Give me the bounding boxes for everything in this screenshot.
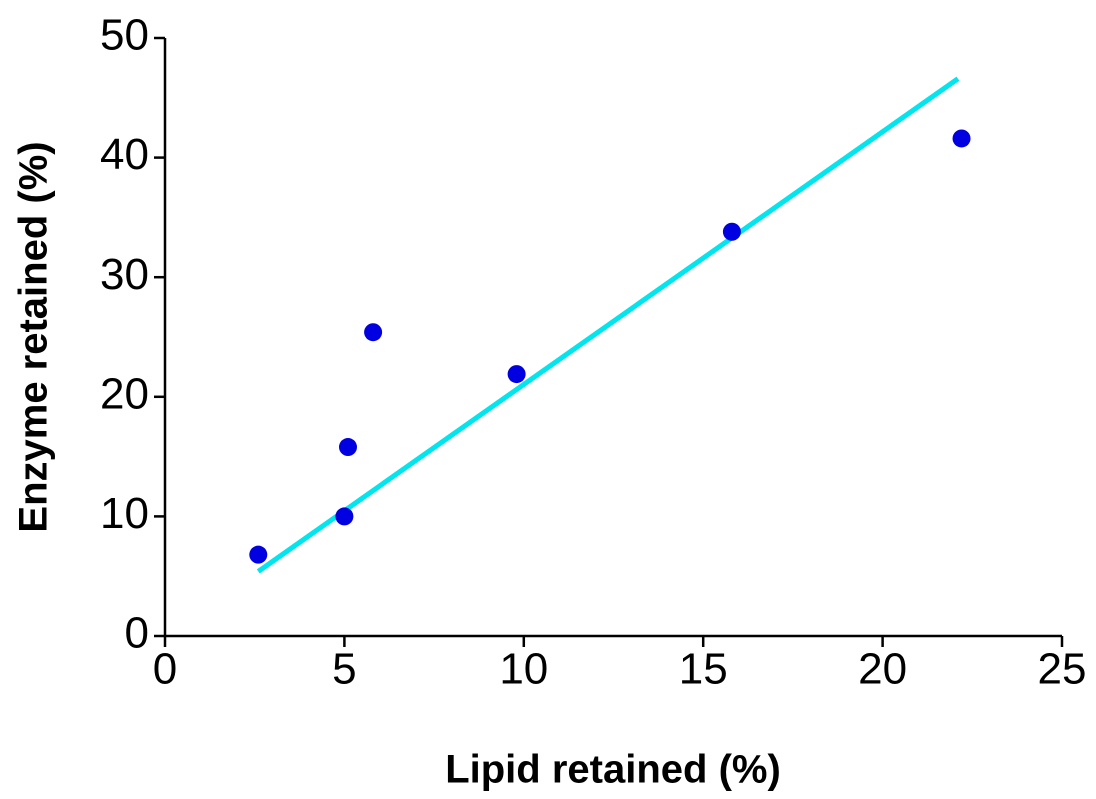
y-tick-label: 0	[125, 609, 149, 658]
x-tick-label: 15	[679, 645, 728, 694]
y-tick-label: 20	[100, 369, 149, 418]
x-tick-label: 20	[858, 645, 907, 694]
point	[722, 222, 741, 241]
y-tick-label: 40	[100, 130, 149, 179]
fit-line	[256, 76, 960, 574]
x-tick-label: 10	[499, 645, 548, 694]
point	[507, 365, 526, 384]
point	[335, 507, 354, 526]
x-tick-label: 5	[332, 645, 356, 694]
x-tick-label: 25	[1038, 645, 1087, 694]
x-axis-title: Lipid retained (%)	[445, 748, 781, 792]
point	[364, 323, 383, 342]
x-tick-label: 0	[153, 645, 177, 694]
point	[952, 129, 971, 148]
y-tick-label: 10	[100, 489, 149, 538]
point	[338, 438, 357, 457]
y-tick-label: 30	[100, 250, 149, 299]
point	[249, 545, 268, 564]
y-axis-title: Enzyme retained (%)	[12, 141, 56, 532]
y-tick-label: 50	[100, 11, 149, 60]
